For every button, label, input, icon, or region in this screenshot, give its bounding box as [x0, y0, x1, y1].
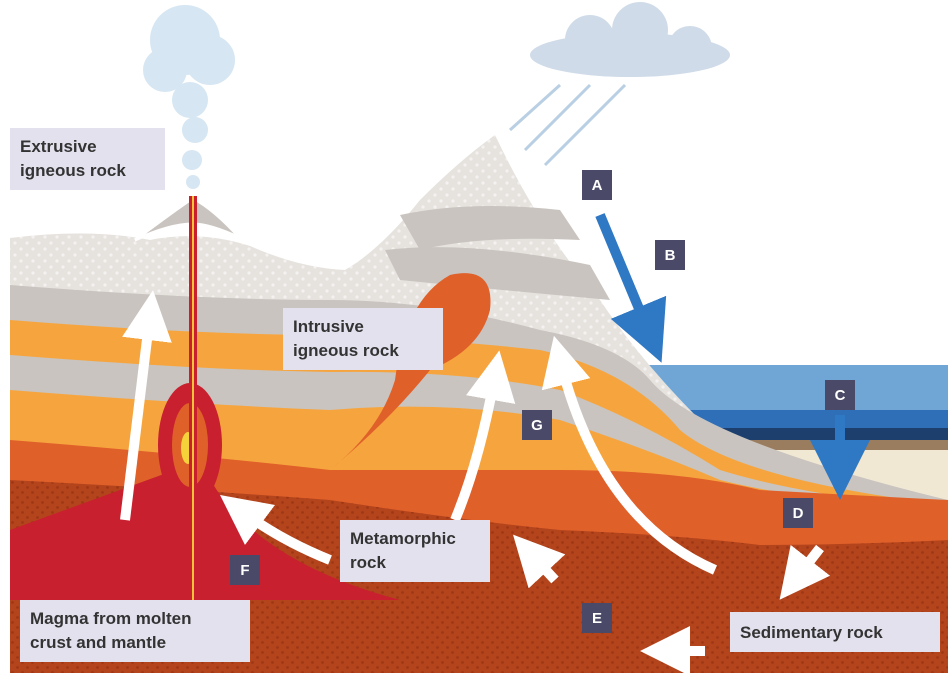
label-text: Sedimentary rock: [740, 623, 883, 642]
marker: A: [582, 170, 612, 200]
label: Intrusive igneous rock: [283, 308, 443, 370]
label-text: Magma from molten: [30, 609, 192, 628]
marker: B: [655, 240, 685, 270]
marker: G: [522, 410, 552, 440]
label: Metamorphic rock: [340, 520, 490, 582]
marker-letter: F: [240, 562, 249, 579]
label-text: rock: [350, 553, 386, 572]
label-text: igneous rock: [20, 161, 126, 180]
marker-letter: C: [835, 387, 846, 404]
marker: C: [825, 380, 855, 410]
label-text: Intrusive: [293, 317, 364, 336]
marker-letter: D: [793, 505, 804, 522]
marker-letter: A: [592, 177, 603, 194]
marker-letter: B: [665, 247, 676, 264]
rock-cycle-diagram: Extrusive igneous rock Intrusive igneous ro…: [0, 0, 948, 673]
label: Extrusive igneous rock: [10, 128, 165, 190]
label-text: igneous rock: [293, 341, 399, 360]
label: Magma from molten crust and mantle: [20, 600, 250, 662]
label-text: Metamorphic: [350, 529, 456, 548]
marker: F: [230, 555, 260, 585]
marker-letter: G: [531, 417, 543, 434]
marker: D: [783, 498, 813, 528]
label: Sedimentary rock: [730, 612, 940, 652]
label-text: crust and mantle: [30, 633, 166, 652]
marker: E: [582, 603, 612, 633]
label-text: Extrusive: [20, 137, 97, 156]
marker-letter: E: [592, 610, 602, 627]
